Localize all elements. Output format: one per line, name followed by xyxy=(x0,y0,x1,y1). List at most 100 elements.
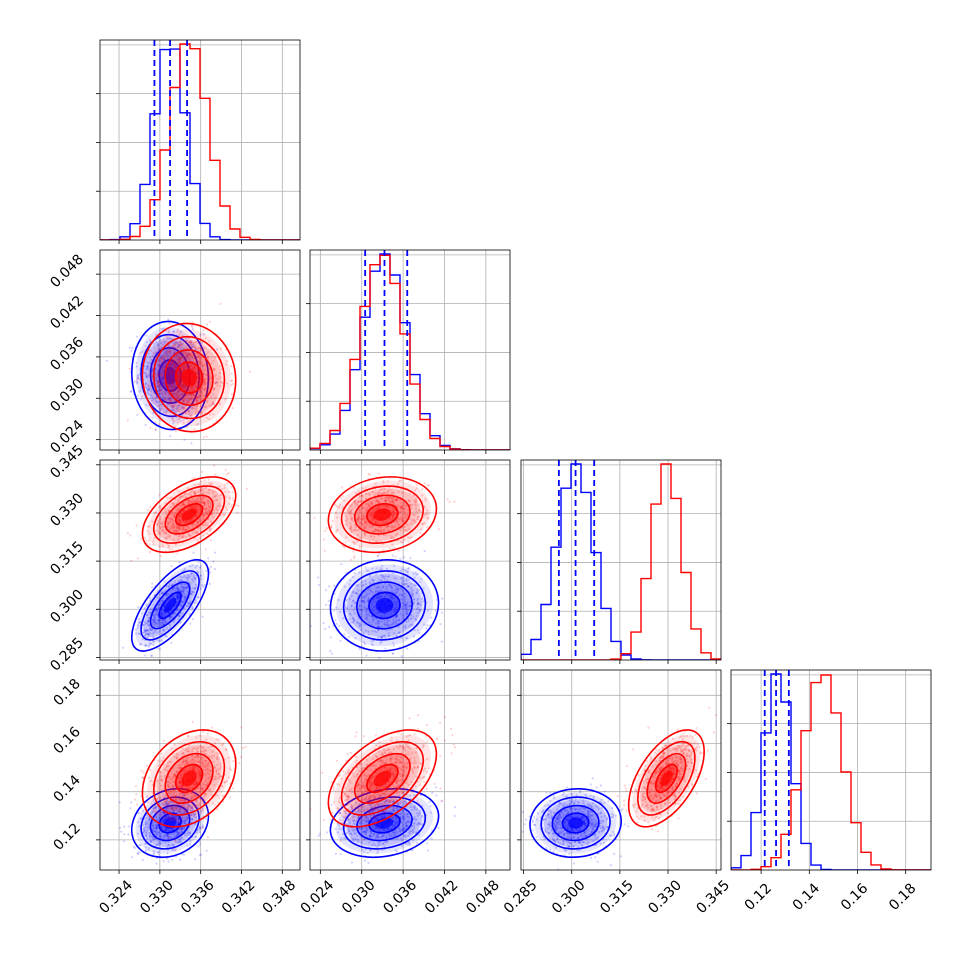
sample-point xyxy=(209,571,212,574)
sample-point xyxy=(167,840,170,844)
sample-point xyxy=(197,346,200,349)
sample-point xyxy=(352,486,356,489)
sample-point xyxy=(404,604,407,607)
sample-point xyxy=(189,500,192,503)
sample-point xyxy=(372,610,375,613)
sample-point xyxy=(137,618,140,621)
sample-point xyxy=(374,528,377,531)
sample-point xyxy=(338,624,341,628)
sample-point xyxy=(356,501,360,504)
sample-point xyxy=(171,828,174,831)
sample-point xyxy=(184,596,187,599)
sample-point xyxy=(367,569,370,573)
sample-point xyxy=(146,365,150,368)
sample-point xyxy=(209,483,212,486)
sample-point xyxy=(367,504,370,507)
sample-point xyxy=(160,826,163,829)
sample-point xyxy=(230,393,233,396)
sample-point xyxy=(159,833,162,836)
sample-point xyxy=(173,526,176,530)
sample-point xyxy=(317,576,320,579)
sample-point xyxy=(145,834,148,838)
sample-point xyxy=(184,347,187,350)
sample-point xyxy=(249,370,252,373)
sample-point xyxy=(160,592,163,595)
sample-point xyxy=(322,538,326,541)
sample-point xyxy=(182,325,185,328)
sample-point xyxy=(209,395,212,398)
sample-point xyxy=(180,812,183,815)
sample-point xyxy=(152,849,155,853)
sample-point xyxy=(184,351,187,354)
sample-point xyxy=(195,516,198,519)
sample-point xyxy=(189,364,193,367)
sample-point xyxy=(181,368,184,371)
sample-point xyxy=(386,505,389,508)
sample-point xyxy=(142,624,145,627)
sample-point xyxy=(205,416,208,420)
sample-point xyxy=(196,404,199,407)
sample-point xyxy=(379,540,383,543)
sample-point xyxy=(402,525,405,529)
sample-point xyxy=(182,509,185,512)
sample-point xyxy=(154,351,157,354)
sample-point xyxy=(379,567,382,570)
sample-point xyxy=(426,526,429,529)
sample-point xyxy=(377,612,380,615)
sample-point xyxy=(391,543,394,546)
sample-point xyxy=(230,365,233,368)
sample-point xyxy=(396,498,399,501)
sample-point xyxy=(162,597,165,600)
sample-point xyxy=(165,601,168,604)
sample-point xyxy=(360,522,363,525)
sample-point xyxy=(206,374,210,377)
sample-point xyxy=(382,586,385,589)
sample-point xyxy=(357,490,360,493)
sample-point xyxy=(178,514,181,518)
sample-point xyxy=(395,519,398,522)
sample-point xyxy=(391,622,395,625)
sample-point xyxy=(405,516,408,520)
sample-point xyxy=(205,352,208,356)
sample-point xyxy=(176,358,179,361)
sample-point xyxy=(385,525,388,528)
sample-point xyxy=(148,356,151,359)
sample-point xyxy=(202,517,205,520)
sample-point xyxy=(203,382,206,386)
sample-point xyxy=(141,395,144,398)
sample-point xyxy=(371,513,374,516)
sample-point xyxy=(193,532,197,535)
sample-point xyxy=(378,506,382,509)
sample-point xyxy=(181,502,184,505)
sample-point xyxy=(146,629,149,632)
sample-point xyxy=(176,405,179,408)
sample-point xyxy=(171,408,174,411)
sample-point xyxy=(392,517,395,521)
sample-point xyxy=(168,809,171,813)
sample-point xyxy=(216,509,219,512)
sample-point xyxy=(405,603,408,606)
sample-point xyxy=(375,567,378,570)
sample-point xyxy=(201,524,204,527)
sample-point xyxy=(194,566,197,569)
sample-point xyxy=(205,513,208,516)
sample-point xyxy=(184,393,188,397)
sample-point xyxy=(146,391,149,394)
sample-point xyxy=(146,376,149,379)
sample-point xyxy=(160,327,164,330)
sample-point xyxy=(196,522,199,525)
sample-point xyxy=(400,540,403,543)
sample-point xyxy=(357,529,360,532)
sample-point xyxy=(362,641,366,644)
sample-point xyxy=(173,386,177,389)
sample-point xyxy=(170,402,173,405)
sample-point xyxy=(161,599,164,602)
sample-point xyxy=(198,828,201,832)
sample-point xyxy=(421,488,424,491)
sample-point xyxy=(387,631,390,634)
sample-point xyxy=(129,390,132,393)
sample-point xyxy=(152,836,155,839)
sample-point xyxy=(201,492,204,495)
sample-point xyxy=(393,513,396,516)
sample-point xyxy=(173,364,176,367)
